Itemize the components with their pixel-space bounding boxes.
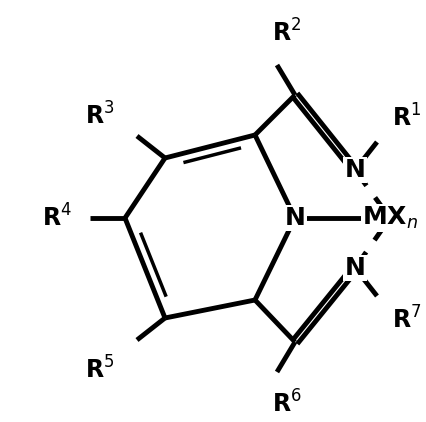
- Text: MX$_n$: MX$_n$: [361, 205, 417, 231]
- Text: R$^7$: R$^7$: [391, 306, 421, 334]
- Text: R$^5$: R$^5$: [85, 357, 115, 384]
- Text: N: N: [344, 158, 365, 182]
- Text: R$^4$: R$^4$: [42, 204, 72, 232]
- Text: N: N: [284, 206, 305, 230]
- Text: R$^6$: R$^6$: [271, 390, 301, 418]
- Text: R$^1$: R$^1$: [391, 104, 420, 132]
- Text: N: N: [344, 256, 365, 280]
- Text: R$^3$: R$^3$: [85, 103, 115, 130]
- Text: R$^2$: R$^2$: [272, 19, 301, 46]
